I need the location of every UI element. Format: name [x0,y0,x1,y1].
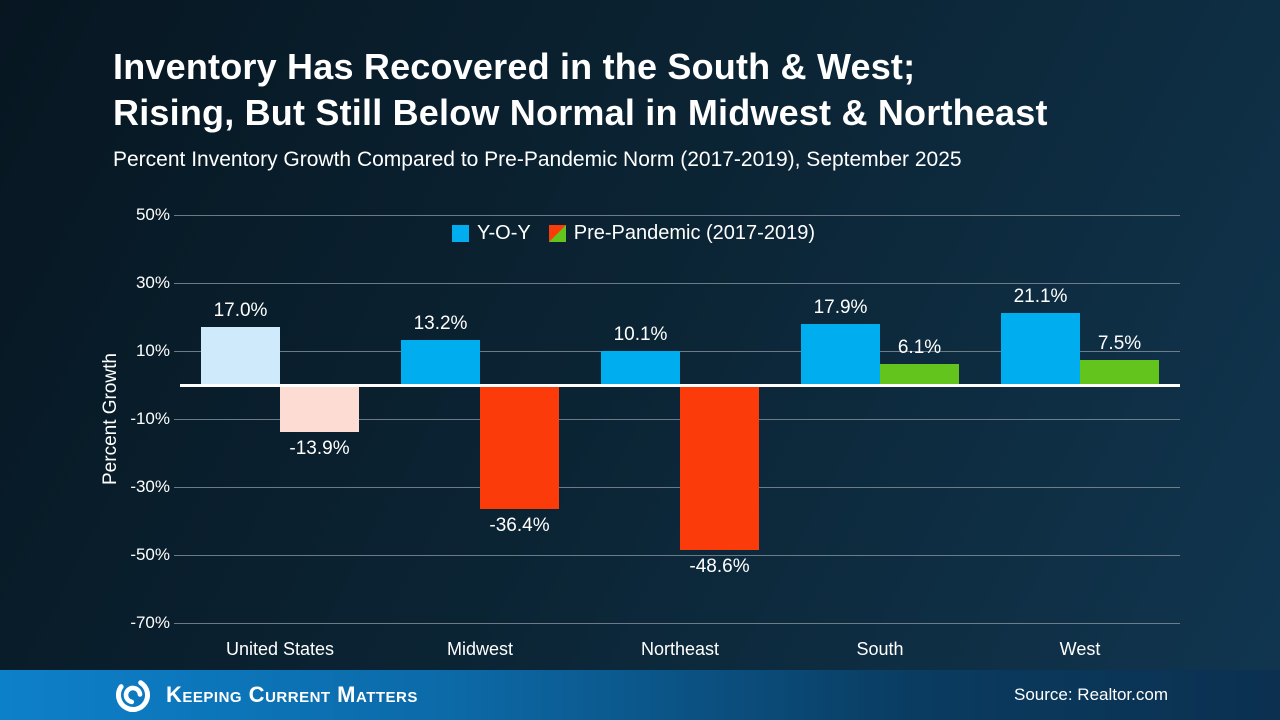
gridline--70% [174,623,1180,624]
y-tick--70%: -70% [130,613,170,632]
plot-area: Y-O-Y Pre-Pandemic (2017-2019) 17.0% -13.9… [174,215,1180,659]
kcm-spiral-icon [113,675,153,715]
gridline-50% [174,215,1180,216]
x-label-south: South [856,639,904,659]
source-credit: Source: Realtor.com [1013,685,1168,704]
gridline--30% [174,487,1180,488]
y-tick-30%: 30% [135,273,170,292]
bar-value-pre-pandemic-2017-2019-united-states: -13.9% [289,438,350,460]
bar-value-pre-pandemic-2017-2019-midwest: -36.4% [489,514,550,536]
chart-legend: Y-O-Y Pre-Pandemic (2017-2019) [452,222,815,245]
bar-pre-pandemic-2017-2019-united-states [280,385,359,433]
bar-value-y-o-y-northeast: 10.1% [613,323,668,345]
bar-value-pre-pandemic-2017-2019-west: 7.5% [1097,332,1142,354]
legend-label-y-o-y: Y-O-Y [477,222,531,244]
y-tick--50%: -50% [130,545,170,564]
y-tick-10%: 10% [135,341,170,360]
bar-value-y-o-y-united-states: 17.0% [213,300,268,322]
gridline-30% [174,283,1180,284]
page-title-line2: Rising, But Still Below Normal in Midwes… [113,92,1048,133]
gridline--10% [174,419,1180,420]
bar-value-pre-pandemic-2017-2019-south: 6.1% [897,337,942,359]
y-tick-50%: 50% [135,205,170,224]
y-tick--30%: -30% [130,477,170,496]
bar-y-o-y-united-states [201,327,280,385]
y-tick--10%: -10% [130,409,170,428]
bar-y-o-y-midwest [401,340,480,385]
legend-item-pre-pandemic-2017-2019: Pre-Pandemic (2017-2019) [548,222,815,245]
page-title: Inventory Has Recovered in the South & W… [113,44,1048,136]
chart-subtitle: Percent Inventory Growth Compared to Pre… [113,148,962,171]
bar-y-o-y-south [801,324,880,385]
bar-pre-pandemic-2017-2019-south [880,364,959,385]
x-label-united-states: United States [225,639,335,659]
x-label-northeast: Northeast [640,639,720,659]
bar-value-y-o-y-south: 17.9% [813,297,868,319]
bar-y-o-y-west [1001,313,1080,385]
bar-pre-pandemic-2017-2019-northeast [680,385,759,551]
x-label-midwest: Midwest [446,639,513,659]
page-title-line1: Inventory Has Recovered in the South & W… [113,46,916,87]
bar-y-o-y-northeast [601,350,680,385]
legend-label-pre-pandemic-2017-2019: Pre-Pandemic (2017-2019) [573,222,815,244]
bar-value-y-o-y-midwest: 13.2% [413,313,468,335]
footer-bar: Keeping Current Matters Source: Realtor.… [0,670,1280,720]
legend-item-y-o-y: Y-O-Y [452,222,531,245]
x-label-west: West [1059,639,1101,659]
legend-swatch-pre-pandemic-2017-2019 [548,225,566,242]
brand: Keeping Current Matters [113,675,418,715]
brand-name: Keeping Current Matters [166,682,418,707]
bar-pre-pandemic-2017-2019-midwest [480,385,559,509]
bar-pre-pandemic-2017-2019-west [1080,359,1159,385]
bar-value-y-o-y-west: 21.1% [1013,286,1068,308]
bar-value-pre-pandemic-2017-2019-northeast: -48.6% [689,556,750,578]
legend-swatch-y-o-y [452,225,469,242]
zero-axis-line [180,383,1180,387]
title-block: Inventory Has Recovered in the South & W… [113,44,1048,136]
gridline--50% [174,555,1180,556]
